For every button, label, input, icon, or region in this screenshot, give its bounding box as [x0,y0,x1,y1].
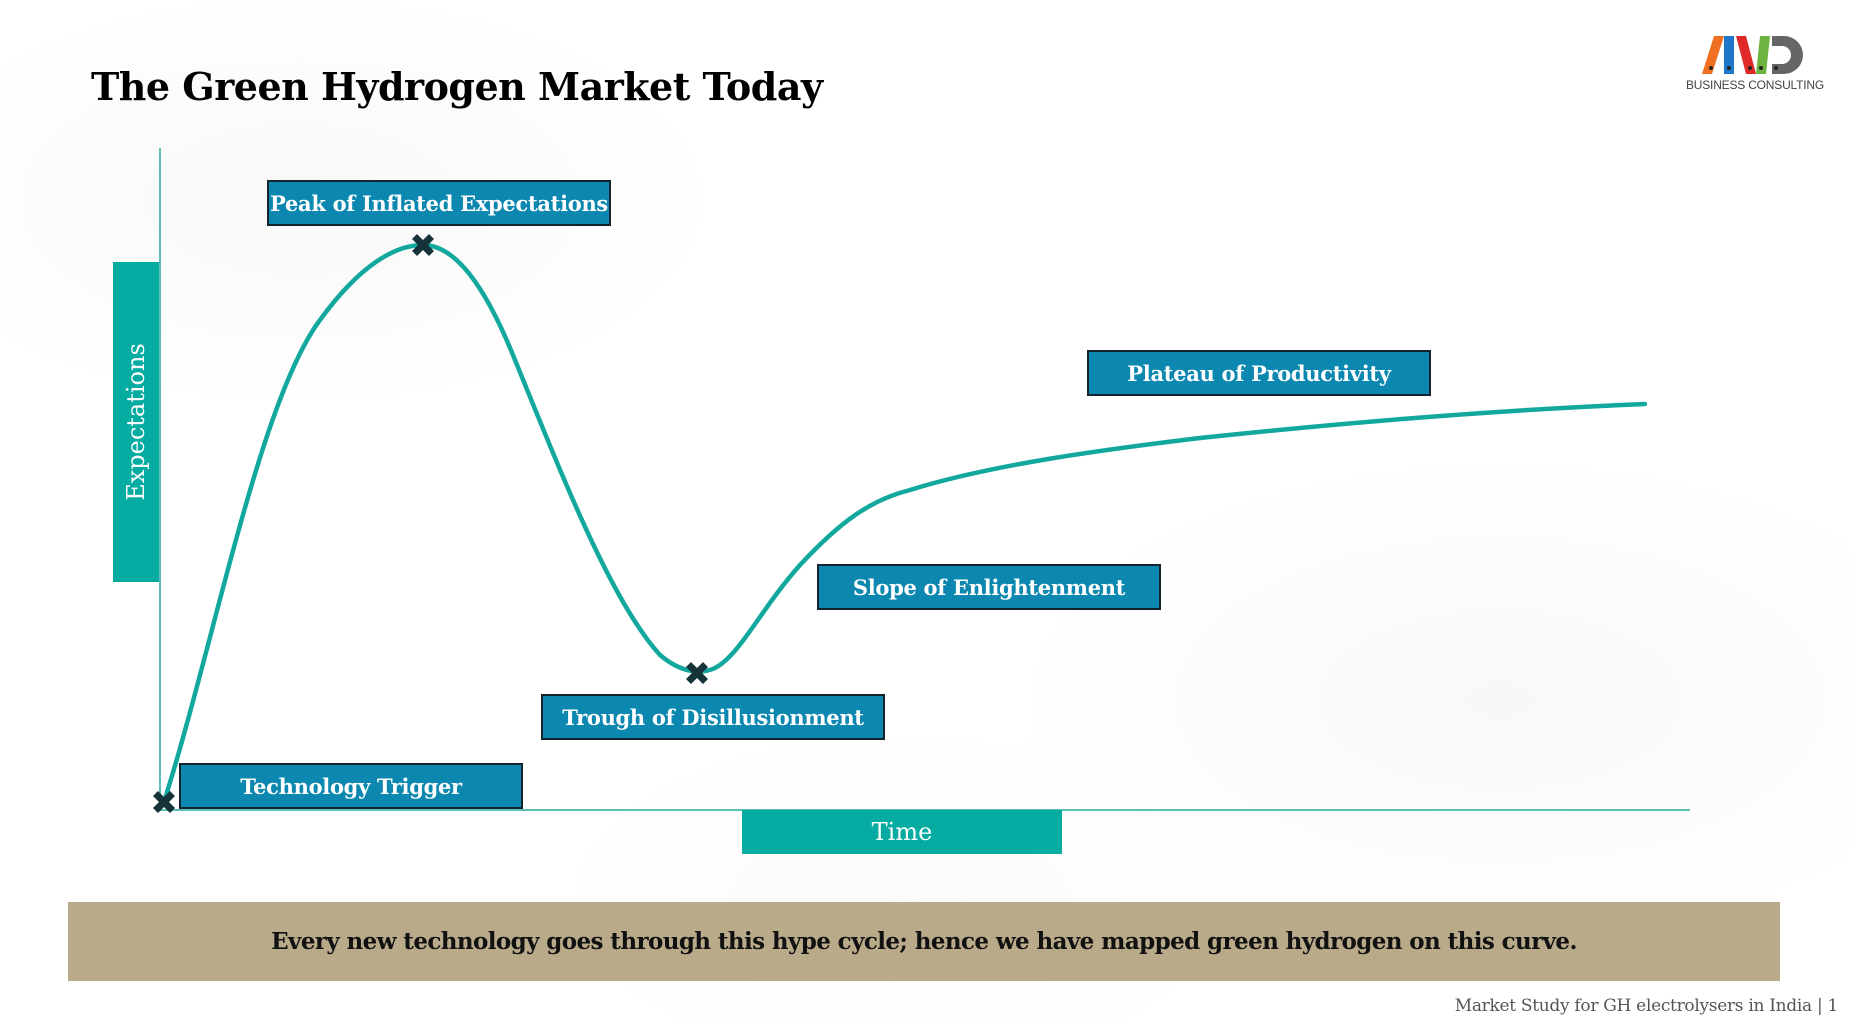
stage-technology-trigger: Technology Trigger [179,763,523,809]
y-axis-label-text: Expectations [122,343,150,501]
marker-trough-icon [686,662,708,684]
slide-footer: Market Study for GH electrolysers in Ind… [1454,996,1839,1016]
logo-caption: BUSINESS CONSULTING [1685,78,1824,92]
summary-banner-text: Every new technology goes through this h… [271,928,1577,955]
and-logo-icon [1702,36,1803,74]
summary-banner: Every new technology goes through this h… [68,902,1780,981]
stage-slope-of-enlightenment: Slope of Enlightenment [817,564,1161,610]
slide-title: The Green Hydrogen Market Today [91,64,823,109]
company-logo: BUSINESS CONSULTING [1680,30,1830,94]
marker-technology-trigger-icon [153,791,175,813]
marker-peak-icon [412,234,434,256]
x-axis-label: Time [742,810,1062,854]
stage-plateau-of-productivity: Plateau of Productivity [1087,350,1431,396]
hype-curve [161,242,1648,805]
hype-cycle-chart [153,148,1690,813]
stage-trough-of-disillusionment: Trough of Disillusionment [541,694,885,740]
stage-peak-of-inflated-expectations: Peak of Inflated Expectations [267,180,611,226]
y-axis-label: Expectations [113,262,159,582]
